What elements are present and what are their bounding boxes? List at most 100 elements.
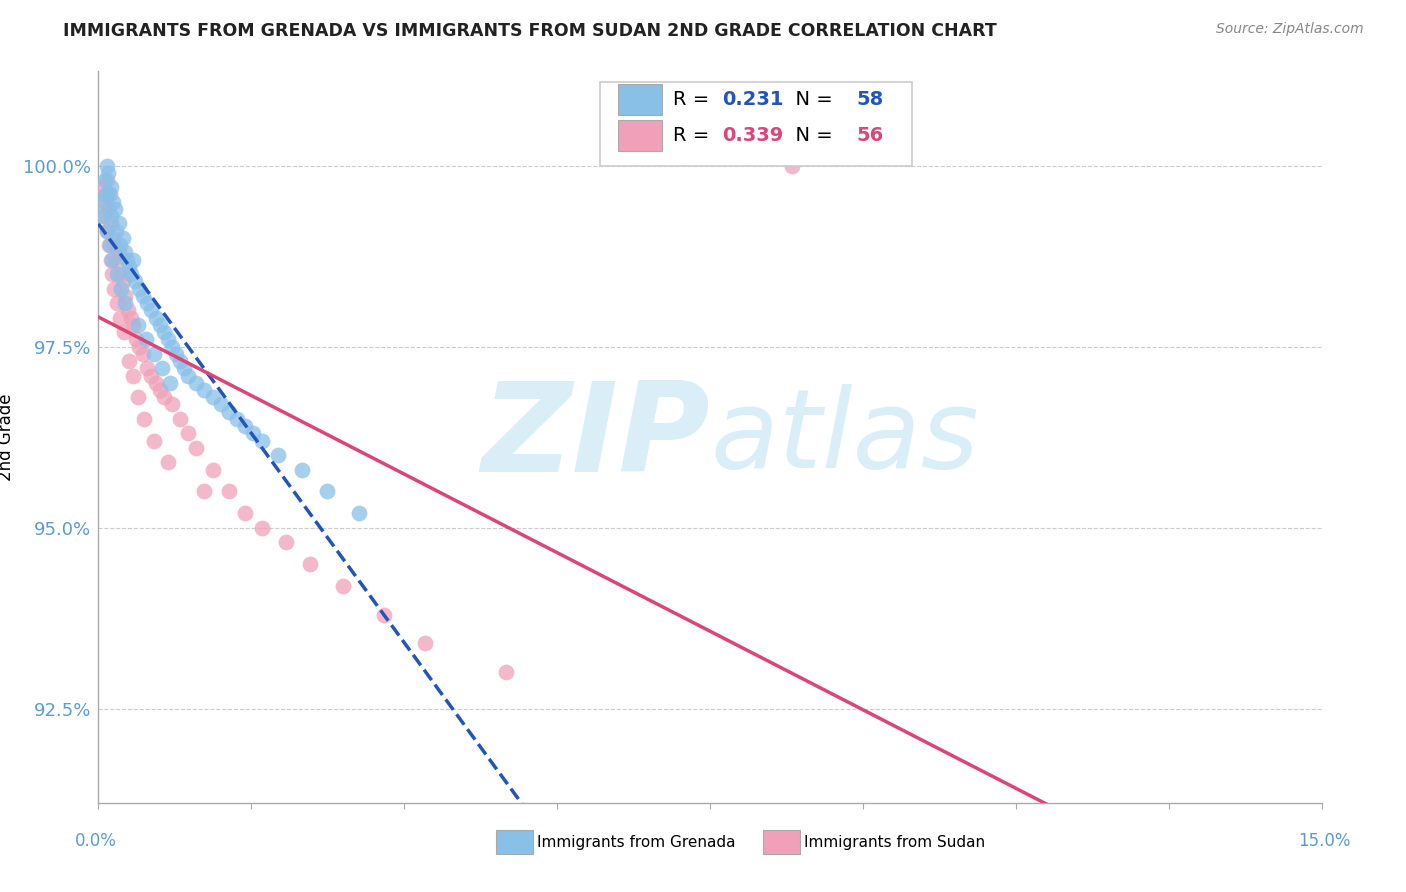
- Point: [115, 252, 138, 267]
- Point: [96, 224, 118, 238]
- Point: [233, 506, 256, 520]
- Point: [152, 390, 174, 404]
- Point: [299, 557, 322, 571]
- Point: [117, 303, 139, 318]
- Point: [94, 194, 117, 209]
- Point: [128, 340, 150, 354]
- Point: [94, 187, 117, 202]
- Point: [186, 441, 208, 455]
- Point: [349, 506, 371, 520]
- Point: [100, 216, 122, 230]
- Point: [98, 238, 121, 252]
- Text: 15.0%: 15.0%: [1298, 831, 1351, 849]
- Point: [104, 238, 127, 252]
- Point: [112, 325, 135, 339]
- Point: [132, 289, 155, 303]
- Point: [218, 405, 240, 419]
- Point: [193, 484, 215, 499]
- Point: [373, 607, 395, 622]
- Point: [209, 397, 232, 411]
- Point: [101, 252, 124, 267]
- Point: [127, 318, 149, 332]
- Point: [149, 318, 172, 332]
- Point: [291, 463, 314, 477]
- Point: [98, 187, 121, 202]
- Point: [96, 173, 118, 187]
- Point: [267, 448, 290, 462]
- Point: [145, 376, 167, 390]
- FancyBboxPatch shape: [619, 120, 662, 151]
- Point: [201, 390, 224, 404]
- Text: R =: R =: [673, 127, 716, 145]
- Text: N =: N =: [783, 90, 839, 109]
- Point: [122, 318, 145, 332]
- Point: [250, 434, 273, 448]
- Point: [150, 361, 173, 376]
- Point: [169, 412, 191, 426]
- Point: [149, 383, 172, 397]
- Point: [108, 310, 131, 325]
- Point: [186, 376, 208, 390]
- Point: [169, 354, 191, 368]
- Point: [332, 578, 354, 592]
- Point: [91, 180, 114, 194]
- Point: [177, 426, 200, 441]
- Point: [105, 296, 128, 310]
- Point: [94, 173, 117, 187]
- Point: [108, 216, 131, 230]
- Point: [226, 412, 249, 426]
- Point: [413, 636, 436, 650]
- Point: [177, 368, 200, 383]
- Point: [121, 252, 143, 267]
- Point: [142, 434, 165, 448]
- Point: [96, 159, 118, 173]
- Point: [152, 325, 174, 339]
- Y-axis label: 2nd Grade: 2nd Grade: [0, 393, 15, 481]
- Text: 0.339: 0.339: [723, 127, 783, 145]
- Point: [218, 484, 240, 499]
- Point: [132, 412, 155, 426]
- Text: Immigrants from Grenada: Immigrants from Grenada: [537, 835, 735, 849]
- Point: [118, 260, 141, 274]
- Text: N =: N =: [783, 127, 839, 145]
- Point: [100, 252, 122, 267]
- Point: [105, 224, 128, 238]
- Point: [233, 419, 256, 434]
- Text: 58: 58: [856, 90, 884, 109]
- Text: ZIP: ZIP: [481, 376, 710, 498]
- Point: [159, 376, 181, 390]
- Point: [156, 332, 179, 346]
- Point: [111, 231, 134, 245]
- Point: [135, 332, 157, 346]
- Text: IMMIGRANTS FROM GRENADA VS IMMIGRANTS FROM SUDAN 2ND GRADE CORRELATION CHART: IMMIGRANTS FROM GRENADA VS IMMIGRANTS FR…: [63, 22, 997, 40]
- Point: [110, 267, 132, 281]
- Point: [101, 267, 124, 281]
- Point: [160, 340, 183, 354]
- Point: [250, 520, 273, 534]
- Point: [111, 274, 134, 288]
- Point: [114, 296, 136, 310]
- Point: [118, 354, 141, 368]
- Point: [136, 361, 159, 376]
- Point: [104, 202, 127, 216]
- Point: [160, 397, 183, 411]
- Text: atlas: atlas: [710, 384, 979, 491]
- Point: [142, 347, 165, 361]
- Point: [103, 282, 125, 296]
- Point: [100, 180, 122, 194]
- FancyBboxPatch shape: [600, 82, 912, 167]
- Point: [114, 245, 136, 260]
- Point: [108, 245, 131, 260]
- Point: [136, 296, 159, 310]
- Point: [141, 368, 163, 383]
- Point: [91, 194, 114, 209]
- Text: 56: 56: [856, 127, 884, 145]
- Point: [128, 282, 150, 296]
- Point: [201, 463, 224, 477]
- Point: [242, 426, 264, 441]
- Point: [97, 166, 120, 180]
- Text: 0.231: 0.231: [723, 90, 783, 109]
- Point: [125, 332, 148, 346]
- Point: [105, 252, 128, 267]
- Point: [110, 238, 132, 252]
